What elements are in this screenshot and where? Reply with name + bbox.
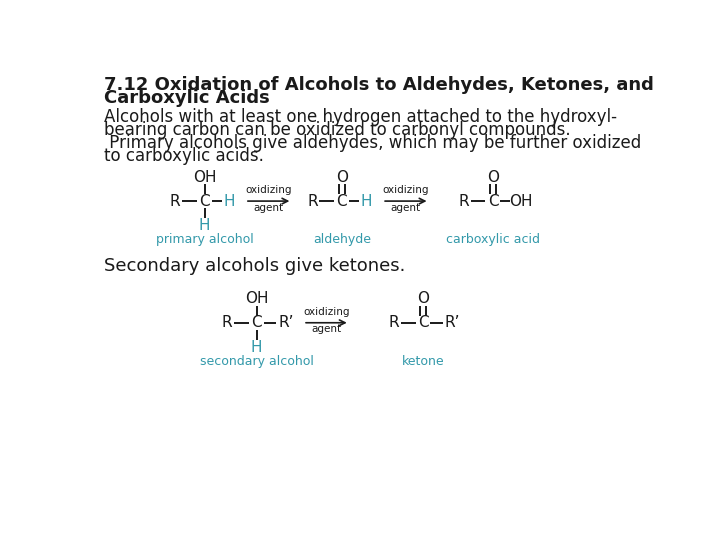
Text: Carboxylic Acids: Carboxylic Acids	[104, 90, 270, 107]
Text: Alcohols with at least one hydrogen attached to the hydroxyl-: Alcohols with at least one hydrogen atta…	[104, 108, 617, 126]
Text: H: H	[251, 340, 262, 355]
Text: R: R	[307, 194, 318, 208]
Text: R’: R’	[445, 315, 461, 330]
Text: H: H	[224, 194, 235, 208]
Text: agent: agent	[391, 202, 421, 213]
Text: C: C	[199, 194, 210, 208]
Text: O: O	[418, 292, 429, 306]
Text: H: H	[361, 194, 372, 208]
Text: H: H	[199, 218, 210, 233]
Text: agent: agent	[311, 325, 341, 334]
Text: C: C	[251, 315, 262, 330]
Text: R: R	[170, 194, 181, 208]
Text: R’: R’	[279, 315, 294, 330]
Text: C: C	[336, 194, 347, 208]
Text: R: R	[458, 194, 469, 208]
Text: Primary alcohols give aldehydes, which may be further oxidized: Primary alcohols give aldehydes, which m…	[104, 134, 642, 152]
Text: aldehyde: aldehyde	[313, 233, 371, 246]
Text: OH: OH	[245, 292, 269, 306]
Text: secondary alcohol: secondary alcohol	[199, 355, 314, 368]
Text: O: O	[487, 170, 499, 185]
Text: oxidizing: oxidizing	[303, 307, 350, 316]
Text: O: O	[336, 170, 348, 185]
Text: R: R	[389, 315, 399, 330]
Text: oxidizing: oxidizing	[382, 185, 429, 195]
Text: to carboxylic acids.: to carboxylic acids.	[104, 147, 264, 165]
Text: bearing carbon can be oxidized to carbonyl compounds.: bearing carbon can be oxidized to carbon…	[104, 121, 570, 139]
Text: C: C	[487, 194, 498, 208]
Text: OH: OH	[193, 170, 217, 185]
Text: Secondary alcohols give ketones.: Secondary alcohols give ketones.	[104, 257, 405, 275]
Text: OH: OH	[509, 194, 533, 208]
Text: ketone: ketone	[402, 355, 444, 368]
Text: agent: agent	[253, 202, 284, 213]
Text: 7.12 Oxidation of Alcohols to Aldehydes, Ketones, and: 7.12 Oxidation of Alcohols to Aldehydes,…	[104, 76, 654, 93]
Text: R: R	[222, 315, 233, 330]
Text: oxidizing: oxidizing	[246, 185, 292, 195]
Text: carboxylic acid: carboxylic acid	[446, 233, 540, 246]
Text: primary alcohol: primary alcohol	[156, 233, 253, 246]
Text: C: C	[418, 315, 428, 330]
